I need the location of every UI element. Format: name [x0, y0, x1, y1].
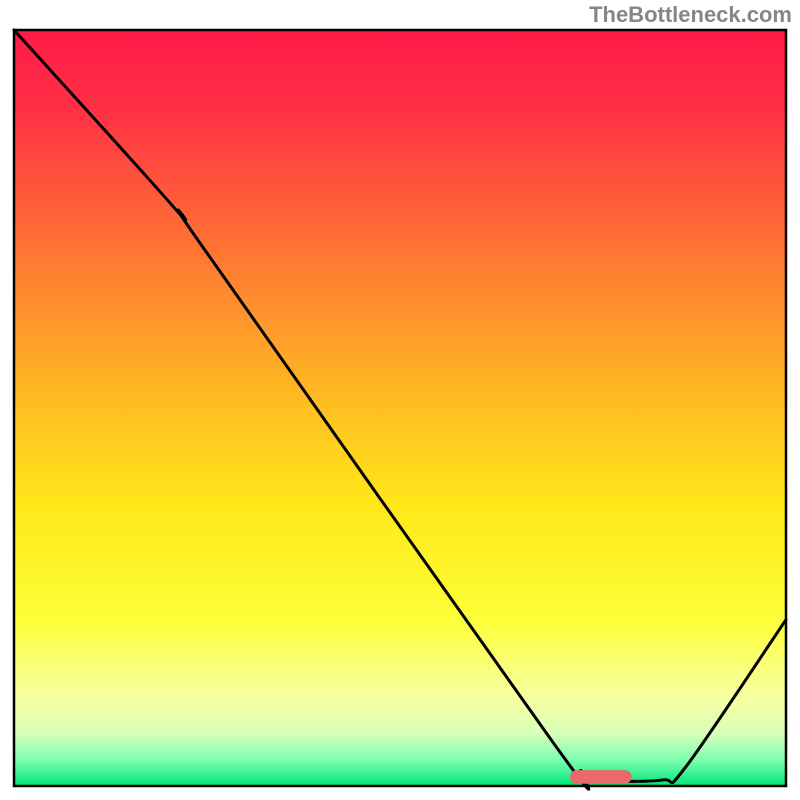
- bottleneck-chart: TheBottleneck.com: [0, 0, 800, 800]
- gradient-background: [14, 30, 786, 786]
- optimal-range-marker: [570, 770, 632, 784]
- chart-canvas: [0, 0, 800, 800]
